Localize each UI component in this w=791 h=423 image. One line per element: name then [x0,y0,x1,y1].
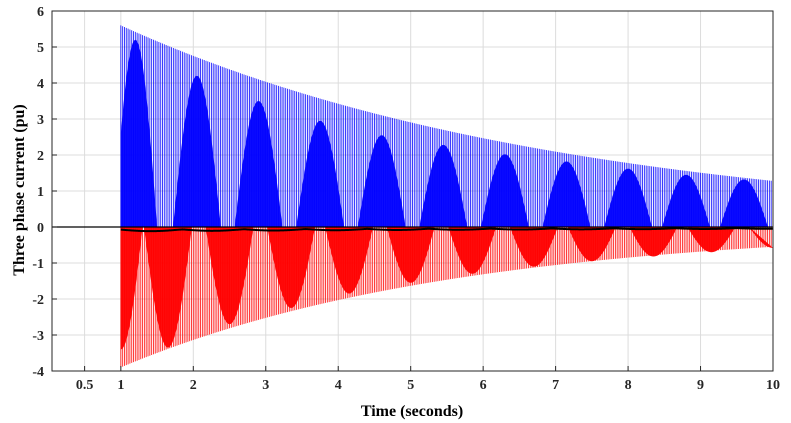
y-tick-label-4: 0 [37,221,44,236]
x-tick-label-6: 6 [480,378,487,393]
y-tick-label-1: -3 [32,329,44,344]
y-tick-label-2: -2 [32,293,44,308]
y-tick-label-7: 3 [37,113,44,128]
x-tick-label-8: 8 [625,378,632,393]
y-tick-label-9: 5 [37,41,44,56]
x-tick-label-0: 0.5 [76,378,94,393]
y-tick-label-6: 2 [37,149,44,164]
x-axis-label: Time (seconds) [361,403,463,420]
y-tick-label-8: 4 [37,77,44,92]
y-axis-label: Three phase current (pu) [11,104,28,275]
x-tick-label-5: 5 [407,378,414,393]
y-tick-label-3: -1 [32,257,44,272]
x-tick-label-10: 10 [766,378,780,393]
y-tick-label-10: 6 [37,5,44,20]
x-tick-label-3: 3 [262,378,269,393]
y-tick-label-0: -4 [32,365,44,380]
x-tick-label-2: 2 [190,378,197,393]
y-tick-label-5: 1 [37,185,44,200]
x-tick-label-1: 1 [117,378,124,393]
x-tick-label-7: 7 [552,378,559,393]
x-tick-label-4: 4 [335,378,342,393]
x-tick-label-9: 9 [697,378,704,393]
